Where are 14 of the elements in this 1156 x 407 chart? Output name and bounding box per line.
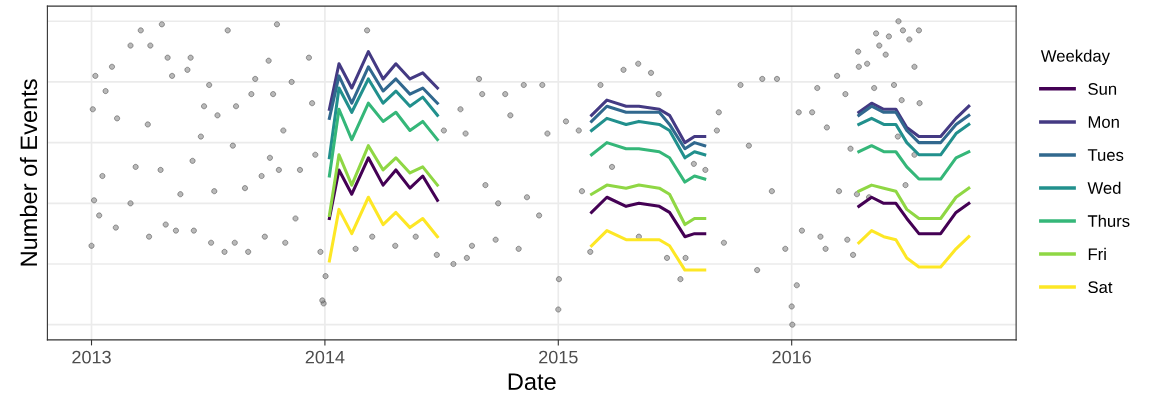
x-tick-label: 2016 [772, 350, 811, 364]
x-tick-label: 2013 [72, 350, 111, 364]
legend-title: Weekday [1040, 49, 1110, 66]
legend-label: Thurs [1087, 214, 1130, 227]
legend-label: Tues [1087, 149, 1124, 161]
x-tick-label: 2015 [539, 350, 578, 364]
legend-label: Fri [1088, 247, 1106, 260]
legend-label: Sat [1088, 281, 1113, 294]
y-axis-title: Number of Events [19, 79, 38, 266]
x-axis-title: Date [508, 373, 556, 390]
legend-label: Wed [1087, 181, 1121, 194]
legend-label: Mon [1088, 116, 1119, 128]
legend-label: Sun [1088, 83, 1117, 95]
x-tick-label: 2014 [305, 350, 345, 364]
